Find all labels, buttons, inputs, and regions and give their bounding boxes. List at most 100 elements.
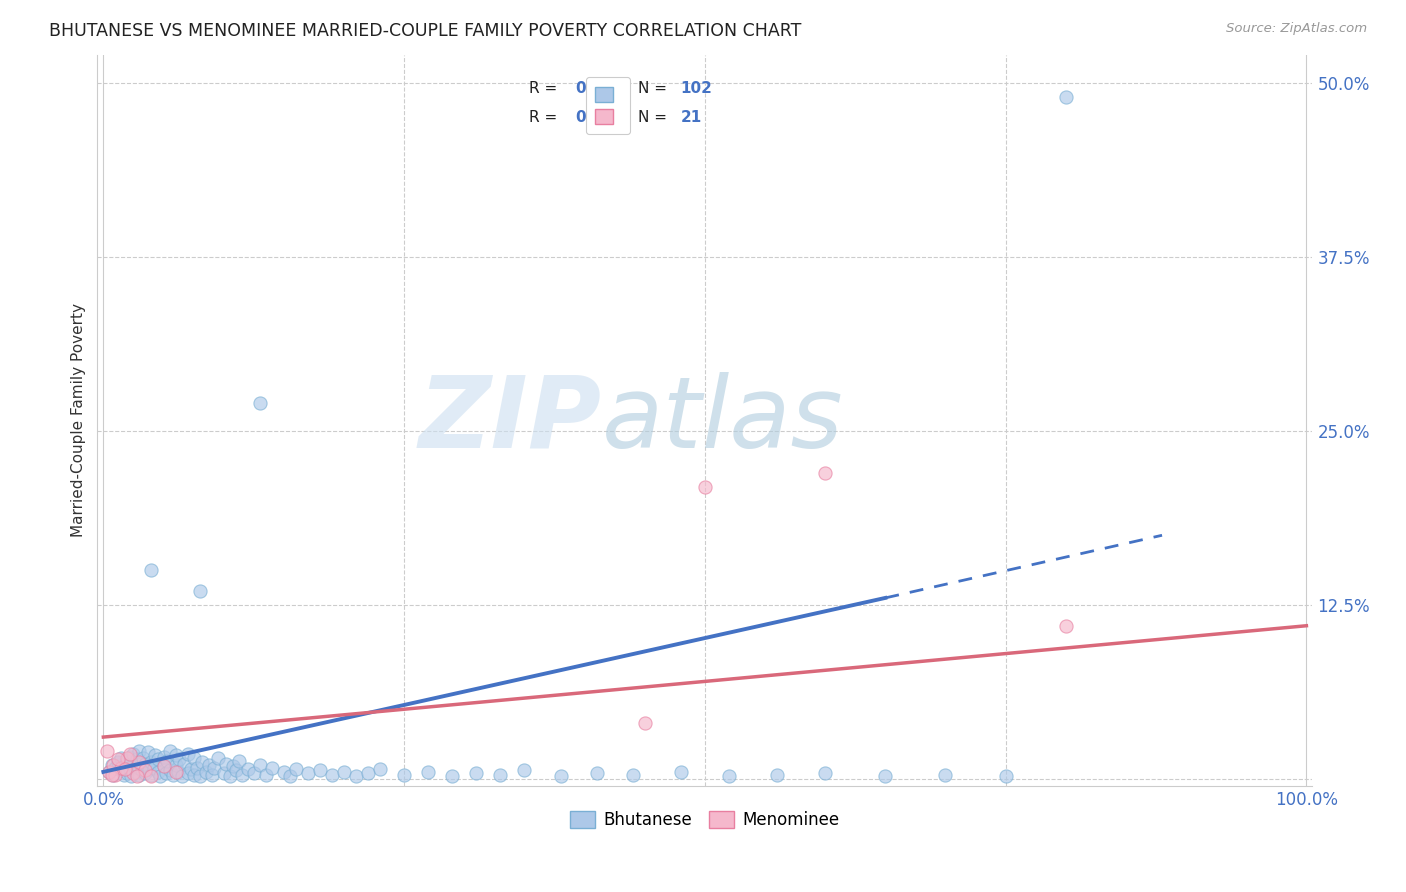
Text: ZIP: ZIP: [419, 372, 602, 469]
Point: [156, 754, 179, 768]
Point: [104, 767, 127, 781]
Point: [207, 751, 229, 765]
Point: [249, 396, 271, 410]
Point: [297, 766, 319, 780]
Point: [110, 764, 132, 778]
Point: [766, 767, 789, 781]
Point: [125, 764, 148, 779]
Text: atlas: atlas: [602, 372, 844, 469]
Text: 102: 102: [681, 80, 713, 95]
Point: [634, 716, 657, 731]
Point: [96, 744, 118, 758]
Point: [273, 764, 295, 779]
Text: N =: N =: [638, 110, 672, 125]
Point: [284, 762, 307, 776]
Point: [141, 563, 163, 577]
Point: [188, 769, 211, 783]
Point: [357, 766, 380, 780]
Point: [132, 751, 155, 765]
Point: [134, 764, 156, 778]
Point: [117, 766, 139, 780]
Point: [152, 749, 174, 764]
Point: [134, 756, 156, 771]
Text: 21: 21: [681, 110, 702, 125]
Point: [254, 767, 277, 781]
Point: [717, 769, 740, 783]
Point: [159, 744, 181, 758]
Point: [128, 744, 150, 758]
Point: [418, 764, 440, 779]
Point: [114, 759, 136, 773]
Point: [112, 767, 135, 781]
Point: [149, 769, 172, 783]
Point: [98, 764, 121, 779]
Point: [489, 767, 512, 781]
Point: [814, 766, 837, 780]
Point: [167, 764, 190, 779]
Point: [165, 748, 187, 763]
Point: [344, 769, 367, 783]
Text: R =: R =: [529, 110, 562, 125]
Point: [814, 466, 837, 480]
Point: [513, 764, 536, 778]
Point: [669, 764, 692, 779]
Point: [120, 769, 142, 783]
Point: [125, 752, 148, 766]
Point: [309, 764, 332, 778]
Point: [1054, 619, 1077, 633]
Point: [693, 479, 716, 493]
Point: [176, 747, 198, 761]
Point: [141, 769, 163, 783]
Point: [101, 758, 124, 772]
Point: [138, 762, 160, 776]
Point: [222, 759, 245, 773]
Point: [242, 766, 264, 780]
Point: [183, 751, 205, 765]
Text: N =: N =: [638, 80, 672, 95]
Point: [333, 764, 356, 779]
Point: [118, 762, 141, 776]
Point: [101, 767, 124, 781]
Point: [215, 756, 238, 771]
Point: [118, 747, 141, 761]
Point: [202, 761, 225, 775]
Point: [392, 767, 415, 781]
Point: [117, 751, 139, 765]
Point: [159, 764, 181, 778]
Point: [101, 758, 124, 772]
Point: [98, 764, 121, 779]
Point: [173, 756, 195, 771]
Point: [128, 767, 150, 781]
Point: [201, 767, 224, 781]
Point: [107, 752, 129, 766]
Point: [165, 758, 187, 772]
Point: [128, 755, 150, 769]
Point: [585, 766, 607, 780]
Point: [142, 761, 165, 775]
Point: [143, 748, 166, 763]
Point: [152, 759, 174, 773]
Point: [321, 767, 343, 781]
Point: [110, 751, 132, 765]
Point: [122, 758, 145, 772]
Point: [621, 767, 644, 781]
Y-axis label: Married-Couple Family Poverty: Married-Couple Family Poverty: [72, 303, 86, 538]
Point: [249, 758, 271, 772]
Point: [152, 759, 174, 773]
Point: [188, 583, 211, 598]
Point: [136, 745, 159, 759]
Text: 0.217: 0.217: [575, 80, 623, 95]
Point: [162, 767, 184, 781]
Point: [441, 769, 464, 783]
Point: [236, 762, 259, 776]
Point: [186, 761, 208, 775]
Point: [191, 755, 214, 769]
Point: [167, 752, 190, 766]
Point: [165, 764, 187, 779]
Point: [104, 761, 127, 775]
Point: [212, 766, 235, 780]
Point: [934, 767, 956, 781]
Text: BHUTANESE VS MENOMINEE MARRIED-COUPLE FAMILY POVERTY CORRELATION CHART: BHUTANESE VS MENOMINEE MARRIED-COUPLE FA…: [49, 22, 801, 40]
Point: [141, 755, 163, 769]
Point: [465, 766, 488, 780]
